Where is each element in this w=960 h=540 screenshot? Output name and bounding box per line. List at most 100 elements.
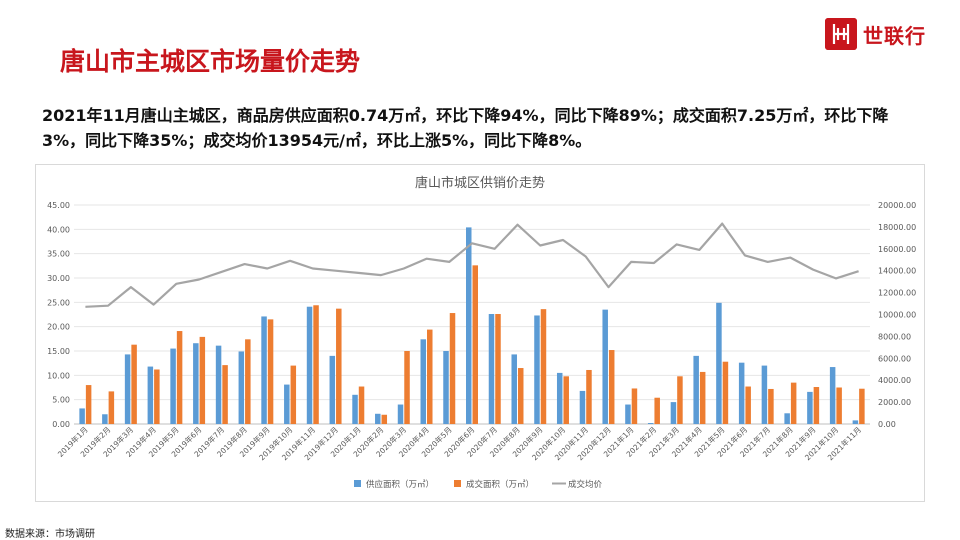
- y-right-tick-label: 8000.00: [878, 332, 911, 341]
- supply-bar: [170, 348, 176, 424]
- supply-bar: [488, 314, 495, 424]
- supply-bar: [124, 354, 131, 424]
- data-source: 数据来源：市场调研: [5, 529, 95, 540]
- deal-bar: [836, 387, 842, 424]
- y-left-tick-label: 45.00: [47, 201, 70, 210]
- supply-bar: [738, 362, 745, 424]
- y-left-tick-label: 20.00: [47, 323, 70, 332]
- y-right-tick-label: 18000.00: [878, 223, 916, 232]
- deal-bar: [358, 386, 365, 424]
- y-right-tick-label: 6000.00: [878, 354, 911, 363]
- deal-bar: [813, 387, 820, 424]
- logo-mark-icon: [825, 18, 857, 50]
- y-left-tick-label: 15.00: [47, 347, 70, 356]
- supply-bar: [375, 413, 381, 424]
- supply-bar: [466, 227, 472, 424]
- company-logo: 世联行: [825, 18, 926, 50]
- deal-bar: [631, 388, 638, 424]
- supply-bar: [352, 394, 358, 424]
- deal-bar: [222, 365, 228, 424]
- y-left-tick-label: 40.00: [47, 225, 70, 234]
- supply-bar: [79, 408, 85, 424]
- deal-bar: [540, 309, 547, 424]
- supply-bar: [284, 384, 290, 424]
- supply-bar: [852, 420, 859, 424]
- deal-bar: [517, 368, 524, 424]
- price-line: [85, 222, 859, 308]
- deal-bar: [85, 385, 92, 424]
- supply-bar: [602, 309, 608, 424]
- deal-bar: [336, 308, 342, 424]
- supply-bar: [829, 367, 836, 424]
- market-summary: 2021年11月唐山主城区，商品房供应面积0.74万㎡，环比下降94%，同比下降…: [42, 106, 889, 150]
- deal-bar: [586, 369, 592, 424]
- y-right-tick-label: 0.00: [878, 420, 896, 429]
- deal-bar: [404, 351, 410, 424]
- deal-bar: [699, 371, 706, 424]
- deal-bar: [472, 265, 478, 424]
- deal-bar: [245, 339, 251, 424]
- deal-bar: [745, 386, 751, 424]
- supply-bar: [397, 404, 404, 424]
- deal-bar: [199, 336, 206, 424]
- logo-text: 世联行: [863, 23, 926, 48]
- supply-bar: [579, 390, 586, 424]
- deal-bar: [290, 365, 297, 424]
- y-left-tick-label: 10.00: [47, 371, 70, 380]
- deal-bar: [176, 331, 183, 424]
- supply-bar: [147, 366, 154, 424]
- combo-chart: 唐山市城区供销价走势 0.00 5.00 10.00 15.00 20.00 25.00 3…: [47, 175, 916, 490]
- deal-bar: [108, 391, 115, 424]
- chart-title: 唐山市城区供销价走势: [415, 175, 545, 191]
- legend-swatch: [454, 480, 461, 487]
- y-right-tick-label: 10000.00: [878, 311, 916, 320]
- y-right-tick-label: 20000.00: [878, 201, 916, 210]
- supply-bar: [329, 355, 336, 424]
- y-left-tick-label: 0.00: [52, 420, 70, 429]
- deal-bar: [427, 329, 433, 424]
- supply-bar: [511, 354, 517, 424]
- y-right-tick-label: 14000.00: [878, 267, 916, 276]
- y-right-tick-label: 4000.00: [878, 376, 911, 385]
- y-left-tick-label: 30.00: [47, 274, 70, 283]
- supply-bar: [261, 316, 267, 424]
- supply-bar: [625, 404, 631, 424]
- deal-bar: [722, 361, 729, 424]
- supply-bar: [534, 315, 540, 424]
- legend-swatch: [354, 480, 361, 487]
- legend-label: 成交面积（万㎡）: [466, 479, 534, 490]
- supply-bar: [420, 339, 427, 424]
- deal-bar: [790, 382, 797, 424]
- deal-bar: [859, 388, 865, 424]
- supply-bar: [807, 391, 813, 424]
- supply-bar: [193, 343, 199, 424]
- y-left-tick-label: 25.00: [47, 298, 70, 307]
- y-left-tick-label: 5.00: [52, 396, 70, 405]
- supply-bar: [443, 351, 449, 424]
- deal-bar: [449, 313, 456, 424]
- deal-bar: [313, 305, 319, 424]
- deal-bar: [267, 319, 274, 424]
- supply-bar: [556, 372, 563, 424]
- chart-panel: 唐山市城区供销价走势 0.00 5.00 10.00 15.00 20.00 25.00 3…: [35, 164, 925, 502]
- supply-bar: [761, 365, 768, 424]
- supply-bar: [238, 351, 245, 424]
- supply-bar: [716, 302, 722, 424]
- page-title: 唐山市主城区市场量价走势: [60, 47, 361, 76]
- supply-bar: [784, 413, 790, 424]
- supply-bar: [647, 423, 654, 424]
- supply-bar: [215, 345, 222, 424]
- supply-bar: [670, 402, 677, 424]
- deal-bar: [608, 350, 615, 424]
- deal-bar: [677, 376, 683, 424]
- y-right-tick-label: 2000.00: [878, 398, 911, 407]
- legend-label: 供应面积（万㎡）: [366, 479, 434, 490]
- y-right-tick-label: 12000.00: [878, 289, 916, 298]
- supply-bar: [693, 355, 699, 424]
- deal-bar: [768, 388, 774, 424]
- y-left-tick-label: 35.00: [47, 250, 70, 259]
- supply-bar: [306, 306, 313, 424]
- deal-bar: [654, 397, 660, 424]
- deal-bar: [131, 344, 137, 424]
- legend-label: 成交均价: [568, 479, 603, 490]
